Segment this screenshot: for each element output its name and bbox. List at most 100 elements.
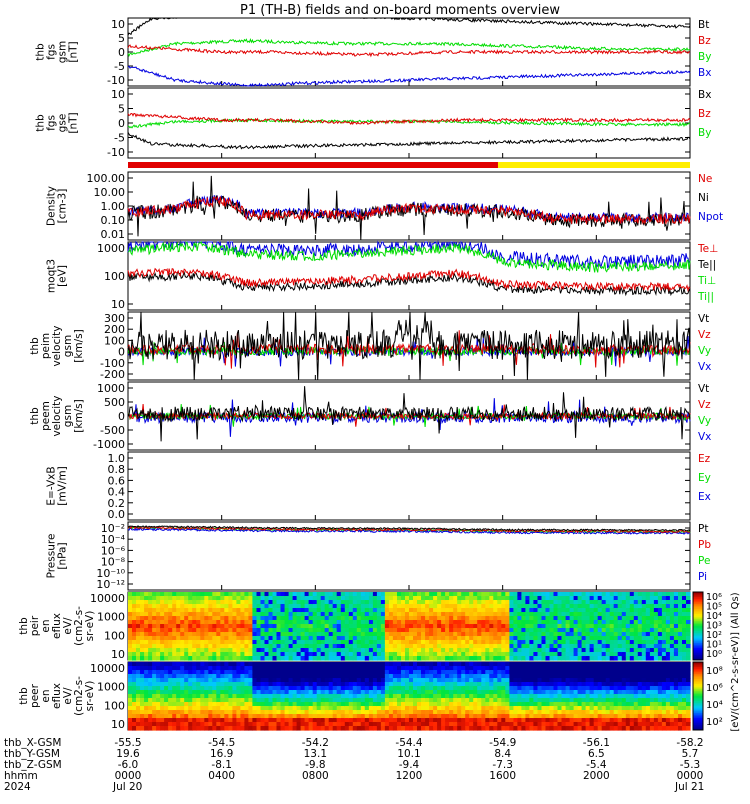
electron-spectrogram-cell	[289, 674, 294, 679]
electron-spectrogram-cell	[618, 690, 623, 695]
ion-spectrogram-cell	[305, 640, 310, 645]
ion-spectrogram-cell	[333, 620, 338, 625]
ion-spectrogram-cell	[353, 656, 358, 661]
ion-spectrogram-cell	[136, 608, 141, 613]
ion-spectrogram-cell	[453, 632, 458, 637]
ion-spectrogram-cell	[289, 636, 294, 641]
ion-spectrogram-cell	[449, 636, 454, 641]
electron-spectrogram-cell	[164, 662, 169, 667]
ion-spectrogram-cell	[257, 628, 262, 633]
ion-spectrogram-cell	[188, 620, 193, 625]
ion-spectrogram-cell	[345, 640, 350, 645]
electron-spectrogram-cell	[381, 674, 386, 679]
electron-spectrogram-cell	[365, 722, 370, 727]
ion-spectrogram-cell	[385, 624, 390, 629]
ion-spectrogram-cell	[248, 636, 253, 641]
electron-spectrogram-cell	[666, 678, 671, 683]
electron-spectrogram-cell	[301, 710, 306, 715]
ion-spectrogram-cell	[325, 616, 330, 621]
electron-spectrogram-cell	[345, 702, 350, 707]
ion-spectrogram-cell	[598, 628, 603, 633]
ion-spectrogram-cell	[289, 640, 294, 645]
ion-spectrogram-cell	[461, 628, 466, 633]
ion-spectrogram-cell	[285, 624, 290, 629]
ion-spectrogram-cell	[501, 620, 506, 625]
electron-spectrogram-cell	[449, 718, 454, 723]
ion-spectrogram-cell	[257, 624, 262, 629]
ion-spectrogram-cell	[570, 612, 575, 617]
ion-spectrogram-cell	[550, 648, 555, 653]
electron-spectrogram-cell	[277, 690, 282, 695]
electron-spectrogram-cell	[148, 690, 153, 695]
electron-spectrogram-cell	[148, 674, 153, 679]
ion-spectrogram-cell	[381, 656, 386, 661]
electron-spectrogram-cell	[353, 666, 358, 671]
ion-spectrogram-cell	[642, 636, 647, 641]
ion-spectrogram-cell	[433, 644, 438, 649]
electron-spectrogram-cell	[638, 702, 643, 707]
electron-spectrogram-cell	[465, 726, 470, 731]
ion-spectrogram-cell	[357, 628, 362, 633]
electron-spectrogram-cell	[457, 694, 462, 699]
ion-spectrogram-cell	[132, 624, 137, 629]
electron-spectrogram-cell	[224, 726, 229, 731]
electron-spectrogram-cell	[590, 710, 595, 715]
ion-spectrogram-cell	[429, 656, 434, 661]
electron-spectrogram-cell	[220, 698, 225, 703]
electron-spectrogram-cell	[521, 722, 526, 727]
electron-spectrogram-cell	[570, 678, 575, 683]
ion-spectrogram-cell	[517, 612, 522, 617]
ion-spectrogram-cell	[642, 640, 647, 645]
electron-spectrogram-cell	[501, 702, 506, 707]
ytick-label: -10	[107, 146, 125, 159]
ion-spectrogram-cell	[208, 608, 213, 613]
ion-spectrogram-cell	[313, 596, 318, 601]
ion-spectrogram-cell	[598, 616, 603, 621]
ion-spectrogram-cell	[417, 644, 422, 649]
ion-spectrogram-cell	[582, 648, 587, 653]
ion-spectrogram-cell	[252, 624, 257, 629]
ion-spectrogram-cell	[453, 640, 458, 645]
electron-spectrogram-cell	[425, 702, 430, 707]
electron-spectrogram-cell	[236, 682, 241, 687]
ion-spectrogram-cell	[465, 656, 470, 661]
ion-spectrogram-cell	[562, 628, 567, 633]
electron-spectrogram-cell	[513, 690, 518, 695]
ion-spectrogram-cell	[349, 616, 354, 621]
electron-spectrogram-cell	[638, 674, 643, 679]
ion-spectrogram-cell	[289, 656, 294, 661]
electron-spectrogram-cell	[437, 726, 442, 731]
ion-spectrogram-cell	[598, 608, 603, 613]
ion-spectrogram-cell	[152, 600, 157, 605]
electron-spectrogram-cell	[662, 726, 667, 731]
ion-spectrogram-cell	[469, 656, 474, 661]
ion-spectrogram-cell	[180, 604, 185, 609]
electron-spectrogram-cell	[457, 670, 462, 675]
electron-spectrogram-cell	[542, 718, 547, 723]
electron-spectrogram-cell	[160, 714, 165, 719]
ion-spectrogram-cell	[128, 628, 133, 633]
ion-spectrogram-cell	[610, 636, 615, 641]
ion-spectrogram-cell	[538, 644, 543, 649]
ion-spectrogram-cell	[341, 616, 346, 621]
ion-spectrogram-cell	[497, 640, 502, 645]
electron-spectrogram-cell	[538, 686, 543, 691]
electron-spectrogram-cell	[602, 702, 607, 707]
electron-spectrogram-cell	[236, 690, 241, 695]
electron-spectrogram-cell	[521, 718, 526, 723]
ion-spectrogram-cell	[269, 624, 274, 629]
ion-spectrogram-cell	[554, 604, 559, 609]
electron-spectrogram-cell	[529, 662, 534, 667]
ion-spectrogram-cell	[128, 600, 133, 605]
electron-spectrogram-cell	[598, 706, 603, 711]
electron-spectrogram-cell	[285, 714, 290, 719]
ytick-label: 0	[118, 117, 125, 130]
electron-spectrogram-cell	[461, 674, 466, 679]
electron-spectrogram-cell	[152, 718, 157, 723]
ion-spectrogram-cell	[261, 596, 266, 601]
electron-spectrogram-cell	[457, 678, 462, 683]
electron-spectrogram-cell	[200, 702, 205, 707]
electron-spectrogram-cell	[373, 702, 378, 707]
ion-spectrogram-cell	[550, 604, 555, 609]
